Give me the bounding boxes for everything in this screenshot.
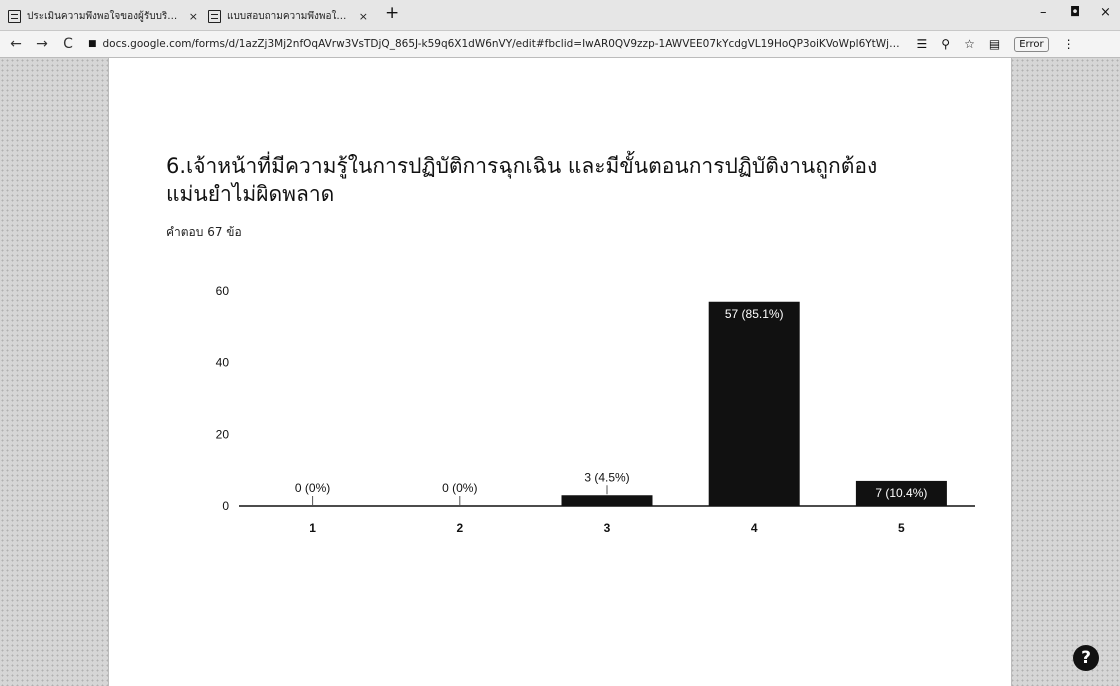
question-card: 6.เจ้าหน้าที่มีความรู้ในการปฏิบัติการฉุก… bbox=[108, 58, 1012, 686]
zoom-icon[interactable]: ⚲ bbox=[941, 37, 951, 51]
browser-tab-strip: ประเมินความพึงพอใจของผู้รับบริการ × แบบส… bbox=[0, 0, 1120, 31]
bookmark-star-icon[interactable]: ☆ bbox=[964, 37, 975, 51]
data-label: 0 (0%) bbox=[295, 481, 330, 495]
error-button[interactable]: Error bbox=[1014, 36, 1049, 52]
x-tick-label: 5 bbox=[898, 521, 905, 535]
y-tick-label: 60 bbox=[216, 284, 230, 298]
google-forms-icon bbox=[8, 9, 21, 23]
new-tab-button[interactable]: + bbox=[385, 3, 400, 23]
y-tick-label: 20 bbox=[216, 427, 230, 441]
help-icon[interactable]: ? bbox=[1073, 645, 1099, 671]
lock-icon: ■ bbox=[88, 39, 97, 49]
menu-icon[interactable]: ⋮ bbox=[1062, 37, 1075, 51]
bar bbox=[855, 480, 947, 506]
browser-tab-1[interactable]: ประเมินความพึงพอใจของผู้รับบริการ × bbox=[8, 5, 198, 27]
extension-icon[interactable]: ▤ bbox=[988, 37, 1001, 51]
data-label: 3 (4.5%) bbox=[584, 470, 629, 484]
tab-close-icon[interactable]: × bbox=[188, 9, 198, 23]
minimize-button[interactable]: – bbox=[1040, 5, 1047, 20]
x-tick-label: 4 bbox=[751, 521, 758, 535]
translate-icon[interactable]: ☰ bbox=[916, 37, 928, 51]
forward-button[interactable]: → bbox=[36, 36, 48, 52]
bar bbox=[561, 495, 653, 506]
tab-title: แบบสอบถามความพึงพอใจของผู้รับบริการ bbox=[227, 10, 351, 22]
data-label: 7 (10.4%) bbox=[875, 486, 927, 500]
browser-tab-2[interactable]: แบบสอบถามความพึงพอใจของผู้รับบริการ × bbox=[208, 5, 368, 27]
back-button[interactable]: ← bbox=[10, 36, 22, 52]
x-tick-label: 2 bbox=[456, 521, 463, 535]
tab-close-icon[interactable]: × bbox=[358, 9, 368, 23]
maximize-button[interactable]: ◘ bbox=[1070, 5, 1081, 20]
response-count: คำตอบ 67 ข้อ bbox=[166, 225, 242, 239]
x-tick-label: 1 bbox=[309, 521, 316, 535]
bar-chart: 0 20 40 60 0 (0%) 1 0 (0%) 2 3 (4.5%) 3 57 (85.1%)… bbox=[216, 284, 975, 535]
tab-title: ประเมินความพึงพอใจของผู้รับบริการ bbox=[27, 10, 181, 22]
reload-button[interactable]: C bbox=[63, 36, 73, 52]
bar bbox=[708, 301, 800, 506]
data-label: 0 (0%) bbox=[442, 481, 477, 495]
y-tick-label: 40 bbox=[216, 356, 230, 370]
url-field[interactable]: docs.google.com/forms/d/1azZj3Mj2nfOqAVr… bbox=[102, 38, 903, 50]
address-bar: ← → C ■ docs.google.com/forms/d/1azZj3Mj… bbox=[0, 31, 1120, 58]
question-title: 6.เจ้าหน้าที่มีความรู้ในการปฏิบัติการฉุก… bbox=[166, 154, 878, 206]
window-close-button[interactable]: × bbox=[1100, 5, 1111, 20]
google-forms-icon bbox=[208, 9, 221, 23]
x-tick-label: 3 bbox=[604, 521, 611, 535]
data-label: 57 (85.1%) bbox=[725, 307, 784, 321]
y-tick-label: 0 bbox=[222, 499, 229, 513]
